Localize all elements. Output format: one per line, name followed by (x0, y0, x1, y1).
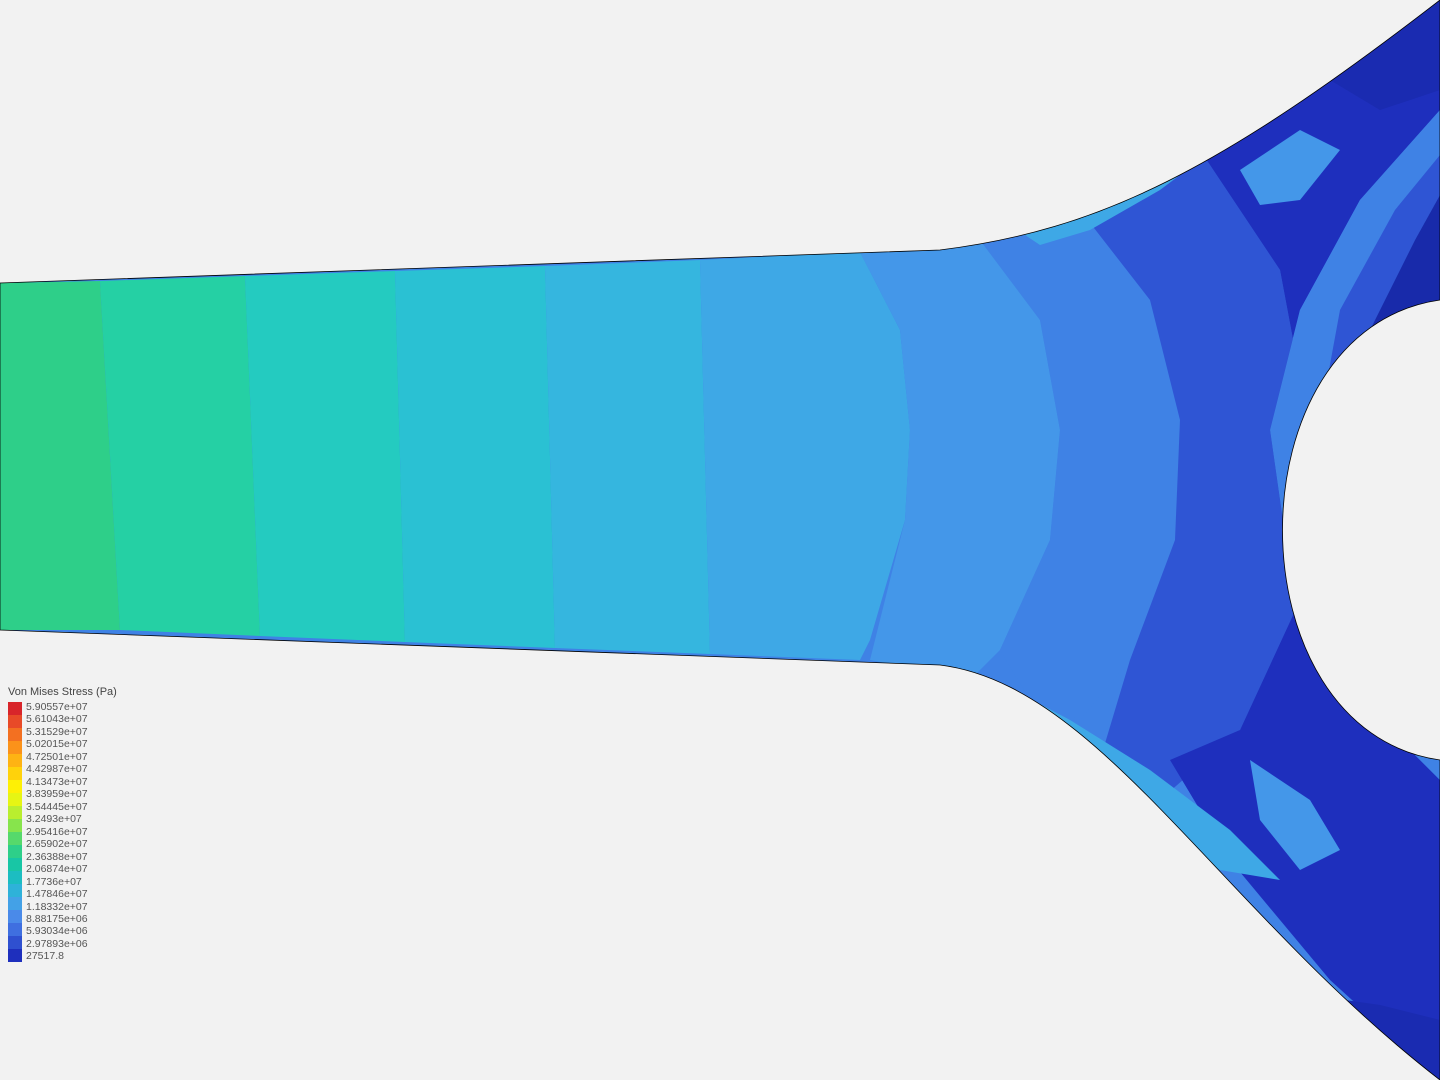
colorbar-tick-label: 5.02015e+07 (26, 739, 88, 750)
colorbar-tick-label: 3.2493e+07 (26, 814, 88, 825)
colorbar-tick-label: 2.97893e+06 (26, 939, 88, 950)
colorbar-labels: 5.90557e+075.61043e+07 5.31529e+075.02015… (26, 702, 88, 962)
colorbar-tick-label: 4.13473e+07 (26, 777, 88, 788)
colorbar-swatch (8, 793, 22, 806)
colorbar-tick-label: 27517.8 (26, 951, 88, 962)
colorbar-tick-label: 4.42987e+07 (26, 764, 88, 775)
colorbar-swatch (8, 858, 22, 871)
colorbar-tick-label: 3.83959e+07 (26, 789, 88, 800)
colorbar-swatch (8, 884, 22, 897)
colorbar-tick-label: 5.93034e+06 (26, 926, 88, 937)
colorbar-tick-label: 5.61043e+07 (26, 714, 88, 725)
colorbar-swatch (8, 832, 22, 845)
colorbar-tick-label: 2.06874e+07 (26, 864, 88, 875)
colorbar-title: Von Mises Stress (Pa) (8, 686, 117, 698)
colorbar-tick-label: 8.88175e+06 (26, 914, 88, 925)
contour-band (0, 281, 120, 630)
colorbar-swatch (8, 715, 22, 728)
contour-band (395, 266, 555, 648)
contour-band (545, 260, 710, 654)
colorbar-swatch (8, 897, 22, 910)
colorbar-swatch (8, 910, 22, 923)
colorbar-tick-label: 5.31529e+07 (26, 727, 88, 738)
colorbar-legend: Von Mises Stress (Pa) 5.90557e+075.61043… (8, 686, 117, 962)
colorbar-swatch (8, 806, 22, 819)
hub-inner-edge (1304, 318, 1440, 742)
colorbar-tick-label: 4.72501e+07 (26, 752, 88, 763)
contour-band (245, 271, 405, 642)
colorbar-tick-label: 2.65902e+07 (26, 839, 88, 850)
stress-contour-plot (0, 0, 1440, 1080)
colorbar-tick-label: 2.36388e+07 (26, 852, 88, 863)
colorbar-tick-label: 1.18332e+07 (26, 902, 88, 913)
colorbar-tick-label: 2.95416e+07 (26, 827, 88, 838)
colorbar-swatch (8, 728, 22, 741)
colorbar-tick-label: 1.7736e+07 (26, 877, 88, 888)
colorbar-swatch (8, 871, 22, 884)
colorbar-swatch (8, 741, 22, 754)
colorbar-swatch (8, 936, 22, 949)
colorbar-swatch (8, 819, 22, 832)
colorbar-swatch (8, 780, 22, 793)
colorbar-tick-label: 5.90557e+07 (26, 702, 88, 713)
colorbar-swatch (8, 767, 22, 780)
contour-band (100, 276, 260, 636)
colorbar-tick-label: 3.54445e+07 (26, 802, 88, 813)
colorbar-swatch (8, 702, 22, 715)
colorbar-swatch (8, 845, 22, 858)
colorbar-swatch (8, 923, 22, 936)
contour-band (700, 252, 910, 660)
colorbar-swatch (8, 754, 22, 767)
colorbar-tick-label: 1.47846e+07 (26, 889, 88, 900)
colorbar-swatches (8, 702, 22, 962)
colorbar-swatch (8, 949, 22, 962)
